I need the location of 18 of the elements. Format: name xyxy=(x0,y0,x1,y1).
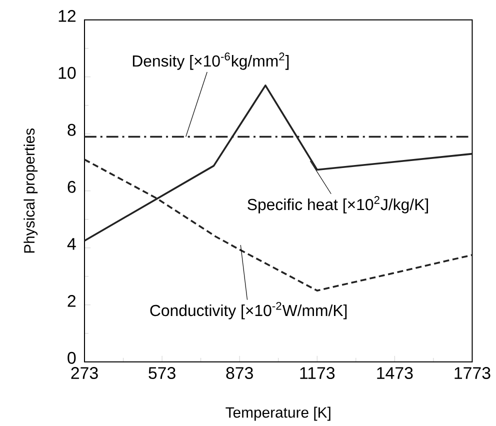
x-tick-label: 873 xyxy=(226,367,253,380)
x-tick-label: 273 xyxy=(71,367,98,380)
annotation: Specific heat [×10$^{2}$J/kg/K] xyxy=(248,196,428,214)
x-axis-title: Temperature [K] xyxy=(226,406,330,421)
y-tick-label: 8 xyxy=(68,124,76,136)
x-tick-label: 1173 xyxy=(300,367,335,380)
y-tick-label: 0 xyxy=(68,352,76,364)
annotation: Density [×10$^{-6}$kg/mm$^{2}$] xyxy=(132,52,289,70)
annotation: Conductivity [×10$^{-2}$W/mm/K] xyxy=(150,302,347,320)
x-tick-label: 1773 xyxy=(454,367,490,380)
x-tick-label: 1473 xyxy=(377,367,413,380)
y-axis-title: Physical properties xyxy=(24,128,38,253)
y-tick-label: 12 xyxy=(58,10,76,22)
y-tick-label: 2 xyxy=(68,295,76,307)
y-tick-label: 6 xyxy=(68,181,76,194)
x-tick-label: 573 xyxy=(148,367,176,380)
y-tick-label: 4 xyxy=(67,238,76,250)
y-tick-label: 10 xyxy=(58,67,76,80)
